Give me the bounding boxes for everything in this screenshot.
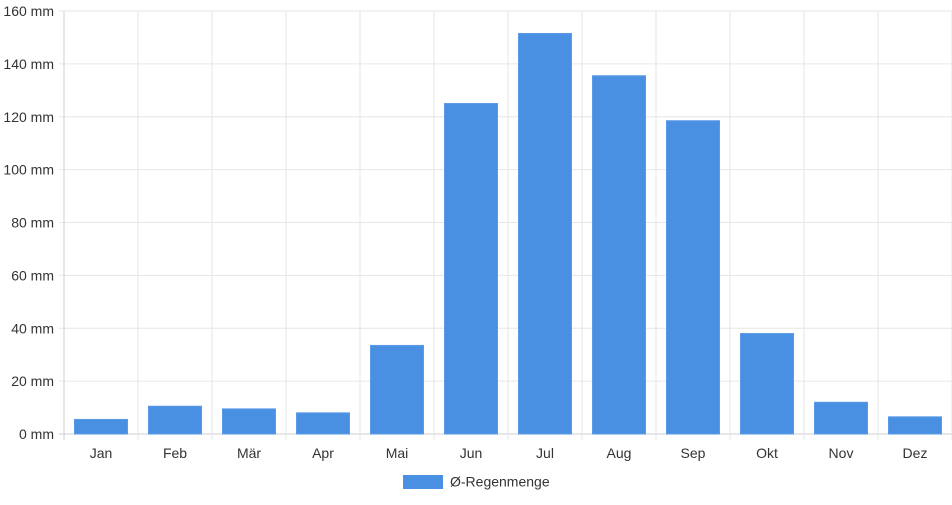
bar-aug[interactable] [592, 75, 646, 435]
y-tick-label: 120 mm [3, 109, 54, 125]
x-tick-label: Jan [90, 445, 113, 461]
x-tick-label: Aug [607, 445, 632, 461]
legend-swatch[interactable] [403, 475, 443, 489]
x-axis: Jan Feb Mär Apr Mai Jun Jul Aug Sep Okt Nov Dez [90, 445, 928, 461]
bar-mär[interactable] [222, 408, 276, 435]
y-tick-label: 140 mm [3, 56, 54, 72]
x-tick-label: Mai [386, 445, 409, 461]
grid-layer [59, 10, 952, 440]
bar-mai[interactable] [370, 344, 424, 435]
bar-apr[interactable] [296, 412, 350, 435]
x-tick-label: Okt [756, 445, 778, 461]
bar-sep[interactable] [666, 120, 720, 435]
bar-nov[interactable] [814, 401, 868, 435]
legend-label[interactable]: Ø-Regenmenge [450, 474, 550, 490]
y-tick-label: 60 mm [11, 267, 54, 283]
y-tick-label: 40 mm [11, 320, 54, 336]
legend[interactable]: Ø-Regenmenge [403, 474, 550, 490]
y-tick-label: 100 mm [3, 162, 54, 178]
bar-okt[interactable] [740, 333, 794, 435]
x-tick-label: Nov [829, 445, 854, 461]
bar-dez[interactable] [888, 416, 942, 435]
y-tick-label: 0 mm [19, 426, 54, 442]
x-tick-label: Sep [681, 445, 706, 461]
bar-series [74, 32, 942, 435]
x-tick-label: Feb [163, 445, 187, 461]
y-tick-label: 80 mm [11, 215, 54, 231]
x-tick-label: Dez [903, 445, 928, 461]
y-tick-label: 20 mm [11, 373, 54, 389]
x-tick-label: Mär [237, 445, 261, 461]
x-tick-label: Jul [536, 445, 554, 461]
bar-feb[interactable] [148, 405, 202, 435]
y-tick-label: 160 mm [3, 3, 54, 19]
bar-jan[interactable] [74, 418, 128, 435]
x-tick-label: Apr [312, 445, 334, 461]
bar-jul[interactable] [518, 32, 572, 435]
x-tick-label: Jun [460, 445, 483, 461]
bar-jun[interactable] [444, 103, 498, 435]
y-axis: 0 mm 20 mm 40 mm 60 mm 80 mm 100 mm 120 mm 140 … [3, 3, 54, 442]
